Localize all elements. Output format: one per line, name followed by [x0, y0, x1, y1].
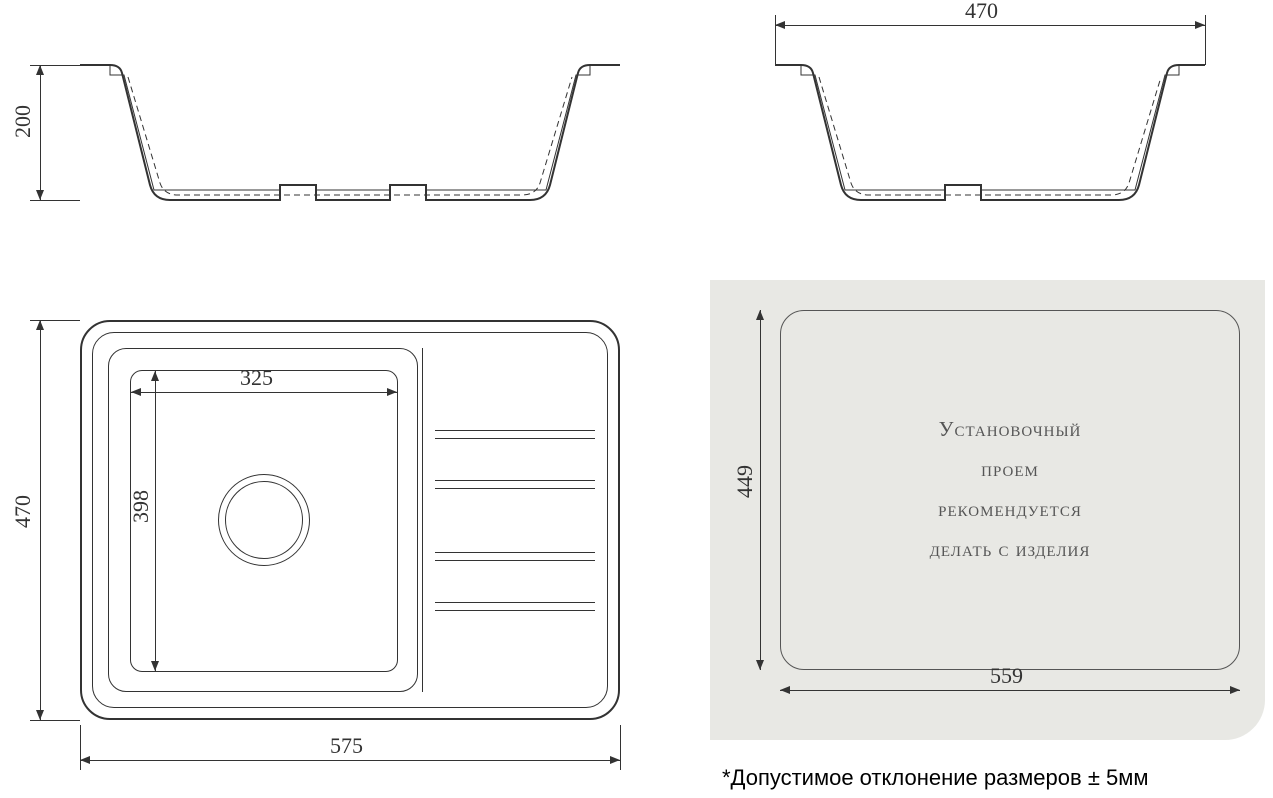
arrow: [775, 21, 785, 29]
groove: [435, 560, 595, 561]
dim-200: 200: [10, 105, 36, 138]
groove: [435, 610, 595, 611]
side-profile-svg: [775, 55, 1205, 205]
ext-line: [30, 200, 80, 201]
dim-398: 398: [128, 490, 154, 523]
dim-line-398: [155, 371, 156, 671]
dim-line-559: [780, 690, 1240, 691]
dim-line-449: [760, 310, 761, 670]
arrow: [80, 756, 90, 764]
cutout-line2: проем: [810, 450, 1210, 490]
arrow: [756, 660, 764, 670]
groove: [435, 552, 595, 553]
plan-view: [80, 320, 620, 720]
ext-line: [30, 720, 80, 721]
dim-449: 449: [732, 465, 758, 498]
arrow: [36, 710, 44, 720]
dim-325: 325: [240, 365, 273, 391]
dim-line-470-top: [775, 25, 1205, 26]
front-profile-svg: [80, 55, 620, 205]
dim-470-left: 470: [10, 495, 36, 528]
groove: [435, 438, 595, 439]
groove: [435, 480, 595, 481]
arrow: [1195, 21, 1205, 29]
arrow: [387, 388, 397, 396]
drainer-divider: [422, 348, 423, 692]
arrow: [151, 371, 159, 381]
dim-575: 575: [330, 733, 363, 759]
side-section-view: [775, 55, 1205, 205]
groove: [435, 602, 595, 603]
cutout-line3: рекомендуется: [810, 490, 1210, 530]
groove: [435, 430, 595, 431]
arrow: [151, 661, 159, 671]
arrow: [756, 310, 764, 320]
cutout-panel: Установочный проем рекомендуется делать …: [710, 280, 1265, 740]
dim-470-top: 470: [965, 0, 998, 24]
arrow: [36, 65, 44, 75]
cutout-line1: Установочный: [810, 410, 1210, 450]
dim-line-325: [131, 392, 397, 393]
cutout-instruction-text: Установочный проем рекомендуется делать …: [810, 410, 1210, 570]
tolerance-footnote: *Допустимое отклонение размеров ± 5мм: [722, 765, 1149, 791]
ext-line: [620, 725, 621, 770]
cutout-line4: делать с изделия: [810, 530, 1210, 570]
front-section-view: [80, 55, 620, 205]
arrow: [610, 756, 620, 764]
drain-inner-circle: [225, 481, 303, 559]
arrow: [36, 320, 44, 330]
dim-line-470-left: [40, 320, 41, 720]
dim-line-575: [80, 760, 620, 761]
dim-line-200: [40, 65, 41, 200]
dim-559: 559: [990, 663, 1023, 689]
arrow: [36, 190, 44, 200]
ext-line: [1205, 15, 1206, 65]
arrow: [780, 686, 790, 694]
groove: [435, 488, 595, 489]
arrow: [131, 388, 141, 396]
arrow: [1230, 686, 1240, 694]
